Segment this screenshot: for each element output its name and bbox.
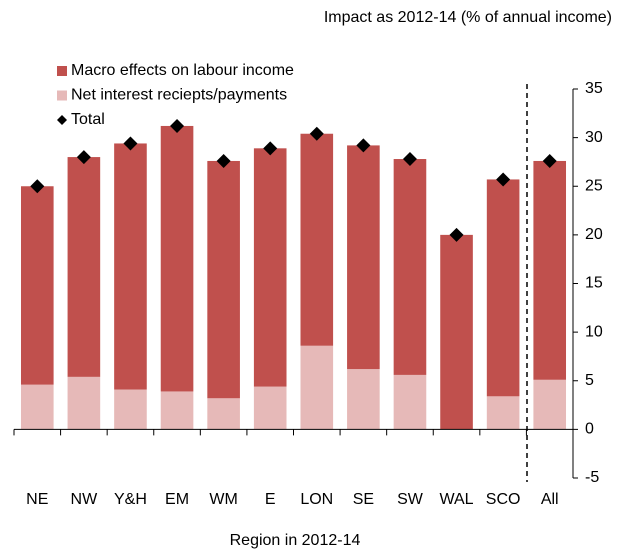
x-tick-label: NW <box>71 491 99 508</box>
bar-segment <box>253 148 287 387</box>
x-tick-label: SW <box>397 491 424 508</box>
bar-segment <box>20 384 54 430</box>
bar-segment <box>486 396 520 430</box>
bar-segment <box>67 157 101 377</box>
x-tick-label: NE <box>26 491 48 508</box>
bar-segment <box>393 159 427 375</box>
bar-segment <box>253 386 287 430</box>
bar-segment <box>347 145 380 370</box>
legend-label: Macro effects on labour income <box>71 62 294 79</box>
total-marker <box>449 227 464 242</box>
y-tick-label: -5 <box>585 469 599 486</box>
total-marker <box>309 126 324 141</box>
bar-segment <box>347 369 380 430</box>
legend-label: Net interest reciepts/payments <box>71 87 287 104</box>
y-tick-label: 5 <box>585 372 594 389</box>
total-marker <box>496 172 511 187</box>
y-tick-label: 20 <box>585 226 603 243</box>
total-marker <box>216 153 231 168</box>
bar-segment <box>20 186 54 385</box>
y-tick-label: 25 <box>585 177 603 194</box>
bar-segment <box>533 379 567 430</box>
bar-segment <box>207 160 240 399</box>
x-tick-label: WAL <box>440 491 474 508</box>
x-tick-label: E <box>265 491 276 508</box>
x-tick-label: LON <box>300 491 333 508</box>
total-marker <box>170 118 185 133</box>
y-tick-label: 10 <box>585 323 603 340</box>
bar-segment <box>300 133 334 346</box>
bar-segment <box>300 345 334 430</box>
bar-segment <box>160 125 194 392</box>
x-tick-label: Y&H <box>114 491 147 508</box>
y-tick-label: 30 <box>585 129 603 146</box>
x-tick-label: All <box>541 491 559 508</box>
total-marker <box>402 152 417 167</box>
y-tick-label: 15 <box>585 275 603 292</box>
legend-marker <box>57 115 67 125</box>
bar-segment <box>114 389 147 430</box>
x-tick-label: SCO <box>486 491 521 508</box>
bar-segment <box>393 374 427 430</box>
total-marker <box>356 138 371 153</box>
bar-segment <box>67 376 101 430</box>
legend-swatch <box>57 90 67 101</box>
y-tick-label: 0 <box>585 421 594 438</box>
total-marker <box>542 153 557 168</box>
bar-segment <box>533 160 567 380</box>
chart-title: Impact as 2012-14 (% of annual income) <box>324 9 612 26</box>
total-marker <box>76 150 91 165</box>
bar-segment <box>486 179 520 397</box>
x-tick-label: SE <box>353 491 374 508</box>
x-axis-label: Region in 2012-14 <box>230 532 361 549</box>
bar-segment <box>440 234 473 430</box>
legend-label: Total <box>71 111 105 128</box>
total-marker <box>30 179 45 194</box>
x-tick-label: WM <box>209 491 237 508</box>
total-marker <box>123 136 138 151</box>
y-tick-label: 35 <box>585 80 603 97</box>
bar-segment <box>160 391 194 430</box>
bar-segment <box>114 143 147 390</box>
x-tick-label: EM <box>165 491 189 508</box>
total-marker <box>263 141 278 156</box>
bar-segment <box>207 398 240 430</box>
legend-swatch <box>57 66 67 76</box>
